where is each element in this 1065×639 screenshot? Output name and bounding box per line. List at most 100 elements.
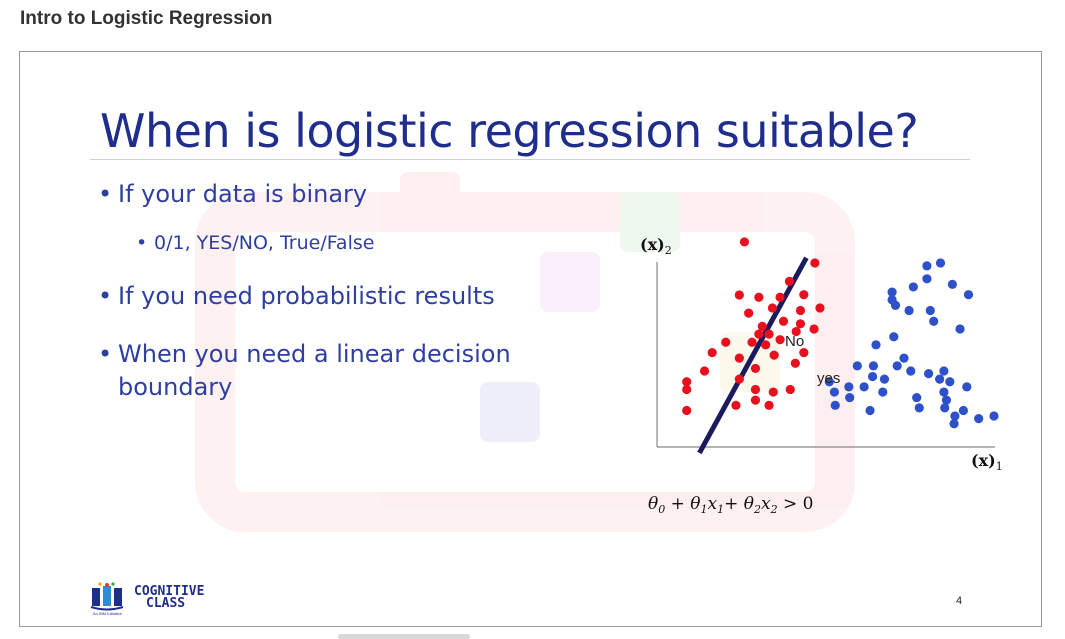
data-point-yes — [829, 387, 839, 397]
data-point-yes — [924, 368, 934, 379]
bullet-binary: • If your data is binary — [98, 180, 367, 208]
x-axis-label: (x)1 — [971, 451, 1003, 473]
data-point-yes — [867, 371, 878, 382]
data-point-no — [739, 237, 750, 247]
data-point-yes — [922, 261, 932, 271]
data-point-yes — [852, 361, 862, 371]
horizontal-scrollbar[interactable] — [338, 634, 470, 639]
data-point-no — [810, 258, 820, 268]
data-point-yes — [974, 413, 984, 424]
data-point-yes — [887, 287, 897, 297]
data-point-no — [799, 347, 809, 358]
data-point-no — [754, 292, 764, 302]
slide-frame: When is logistic regression suitable? • I… — [19, 51, 1042, 627]
data-point-no — [775, 335, 785, 345]
logo-line1: COGNITIVE — [134, 584, 205, 599]
data-point-yes — [962, 382, 972, 392]
data-point-no — [775, 292, 785, 302]
data-point-yes — [912, 392, 922, 403]
data-point-no — [682, 405, 692, 416]
data-point-yes — [871, 340, 881, 350]
data-point-no — [791, 326, 801, 337]
page-title: Intro to Logistic Regression — [20, 8, 273, 29]
data-point-no — [764, 400, 774, 410]
data-point-no — [734, 353, 744, 363]
data-point-yes — [958, 405, 969, 416]
data-point-yes — [899, 353, 909, 363]
data-point-yes — [824, 377, 834, 387]
logo-line2: CLASS — [146, 596, 186, 611]
data-point-no — [734, 374, 744, 384]
heading-divider — [90, 159, 970, 160]
bullet-text: 0/1, YES/NO, True/False — [154, 232, 375, 254]
data-point-no — [707, 347, 717, 358]
data-point-yes — [947, 279, 957, 289]
data-point-no — [744, 308, 754, 318]
region-label-yes: yes — [817, 370, 840, 387]
bullet-text-line2: boundary — [118, 373, 233, 401]
data-point-yes — [859, 382, 869, 392]
data-point-yes — [945, 377, 955, 387]
scatter-chart: (x)2 (x)1 θ0 + θ1x1+ θ2x2 > 0 No yes — [640, 235, 1003, 516]
data-point-no — [747, 337, 757, 347]
bullet-dot-icon: • — [98, 282, 113, 310]
data-point-yes — [845, 392, 855, 403]
data-point-no — [767, 303, 778, 313]
data-point-yes — [878, 387, 888, 397]
data-point-yes — [925, 305, 935, 316]
data-point-yes — [914, 403, 924, 413]
region-label-no: No — [785, 333, 804, 350]
data-point-yes — [890, 300, 901, 310]
data-point-yes — [830, 400, 840, 410]
data-point-no — [815, 303, 825, 313]
data-point-no — [682, 377, 692, 387]
data-point-yes — [949, 419, 959, 429]
data-point-yes — [929, 316, 939, 326]
data-point-no — [731, 400, 741, 410]
data-point-yes — [889, 332, 899, 342]
data-point-yes — [879, 374, 890, 384]
data-point-no — [699, 366, 710, 376]
data-point-no — [809, 324, 819, 334]
data-point-yes — [922, 274, 932, 284]
bullet-text-line1: When you need a linear decision — [118, 340, 511, 368]
data-point-yes — [939, 366, 949, 376]
data-point-yes — [940, 403, 950, 413]
background-watermark — [195, 172, 855, 532]
data-point-no — [750, 395, 761, 405]
equation-label: θ0 + θ1x1+ θ2x2 > 0 — [648, 494, 814, 516]
data-point-no — [799, 290, 809, 300]
data-point-no — [795, 319, 806, 329]
decision-boundary-line — [697, 256, 809, 455]
data-point-no — [764, 329, 774, 339]
logo-wordmark: COGNITIVE CLASS — [134, 584, 205, 611]
data-point-yes — [865, 405, 875, 416]
data-point-no — [769, 350, 779, 360]
data-point-yes — [908, 282, 918, 292]
data-point-no — [721, 337, 731, 347]
bullet-text: If you need probabilistic results — [118, 282, 495, 310]
data-point-yes — [935, 258, 946, 268]
bullet-dot-icon: • — [98, 340, 113, 368]
data-point-no — [768, 387, 778, 397]
logo-tagline: An IBM Initiative — [93, 611, 122, 616]
slide-number: 4 — [956, 595, 963, 607]
data-point-no — [682, 384, 692, 395]
slide-heading: When is logistic regression suitable? — [100, 104, 919, 158]
sub-bullet-binary-examples: • 0/1, YES/NO, True/False — [136, 232, 374, 254]
data-point-yes — [844, 382, 854, 392]
data-point-yes — [906, 366, 916, 376]
data-point-yes — [939, 387, 949, 397]
bullet-dot-icon: • — [136, 232, 148, 254]
data-point-yes — [955, 324, 965, 334]
data-point-yes — [904, 305, 914, 316]
data-point-yes — [892, 361, 902, 371]
data-point-yes — [989, 411, 999, 421]
data-point-no — [761, 340, 771, 350]
data-point-yes — [935, 374, 945, 384]
data-point-no — [795, 305, 806, 316]
data-point-yes — [963, 290, 974, 300]
data-point-no — [754, 329, 764, 339]
data-point-no — [750, 363, 761, 374]
bullet-linear-boundary: • When you need a linear decision boundar… — [98, 338, 511, 404]
